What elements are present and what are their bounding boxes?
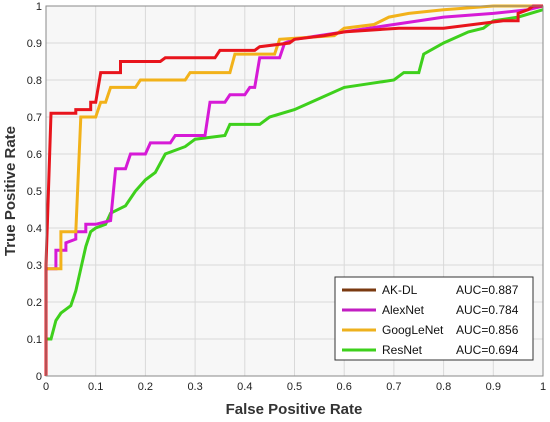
x-tick-label: 0.6 [337, 381, 352, 393]
x-tick-label: 0.4 [237, 381, 252, 393]
series-line-ak-dl [44, 4, 543, 376]
y-tick-label: 0.7 [27, 112, 42, 124]
legend-auc-resnet: AUC=0.694 [456, 343, 519, 357]
legend-label-alexnet: AlexNet [382, 303, 425, 317]
y-tick-labels: 0 0.1 0.2 0.3 0.4 0.5 0.6 0.7 0.8 0.9 1 [27, 1, 42, 383]
y-tick-label: 0 [36, 371, 42, 383]
legend-auc-googlenet: AUC=0.856 [456, 323, 519, 337]
y-tick-label: 0.5 [27, 186, 42, 198]
y-tick-label: 0.2 [27, 297, 42, 309]
series-layer [44, 4, 544, 376]
legend-label-resnet: ResNet [382, 343, 423, 357]
x-tick-label: 0.9 [486, 381, 501, 393]
x-tick-label: 0.1 [88, 381, 103, 393]
y-tick-label: 0.3 [27, 260, 42, 272]
legend-auc-ak-dl: AUC=0.887 [456, 283, 519, 297]
x-tick-label: 0.3 [187, 381, 202, 393]
x-tick-label: 0 [43, 381, 49, 393]
plot-area-frame [45, 5, 544, 377]
y-tick-label: 0.9 [27, 38, 42, 50]
legend-auc-alexnet: AUC=0.784 [456, 303, 519, 317]
legend-label-ak-dl: AK-DL [382, 283, 418, 297]
x-tick-label: 1 [540, 381, 546, 393]
legend-label-googlenet: GoogLeNet [382, 323, 444, 337]
y-tick-label: 0.1 [27, 334, 42, 346]
x-tick-label: 0.8 [436, 381, 451, 393]
series-line-googlenet [44, 4, 543, 376]
x-tick-label: 0.7 [386, 381, 401, 393]
y-tick-label: 0.6 [27, 149, 42, 161]
y-tick-label: 0.4 [27, 223, 42, 235]
x-tick-label: 0.2 [138, 381, 153, 393]
x-tick-labels: 0 0.1 0.2 0.3 0.4 0.5 0.6 0.7 0.8 0.9 1 [43, 381, 546, 393]
y-axis-label: True Positive Rate [2, 126, 19, 256]
series-line-resnet [44, 8, 544, 376]
x-axis-label: False Positive Rate [226, 401, 363, 418]
y-tick-label: 1 [36, 1, 42, 13]
legend: AK-DL AUC=0.887 AlexNet AUC=0.784 GoogLeNet A… [334, 276, 534, 361]
x-tick-label: 0.5 [287, 381, 302, 393]
y-tick-label: 0.8 [27, 75, 42, 87]
